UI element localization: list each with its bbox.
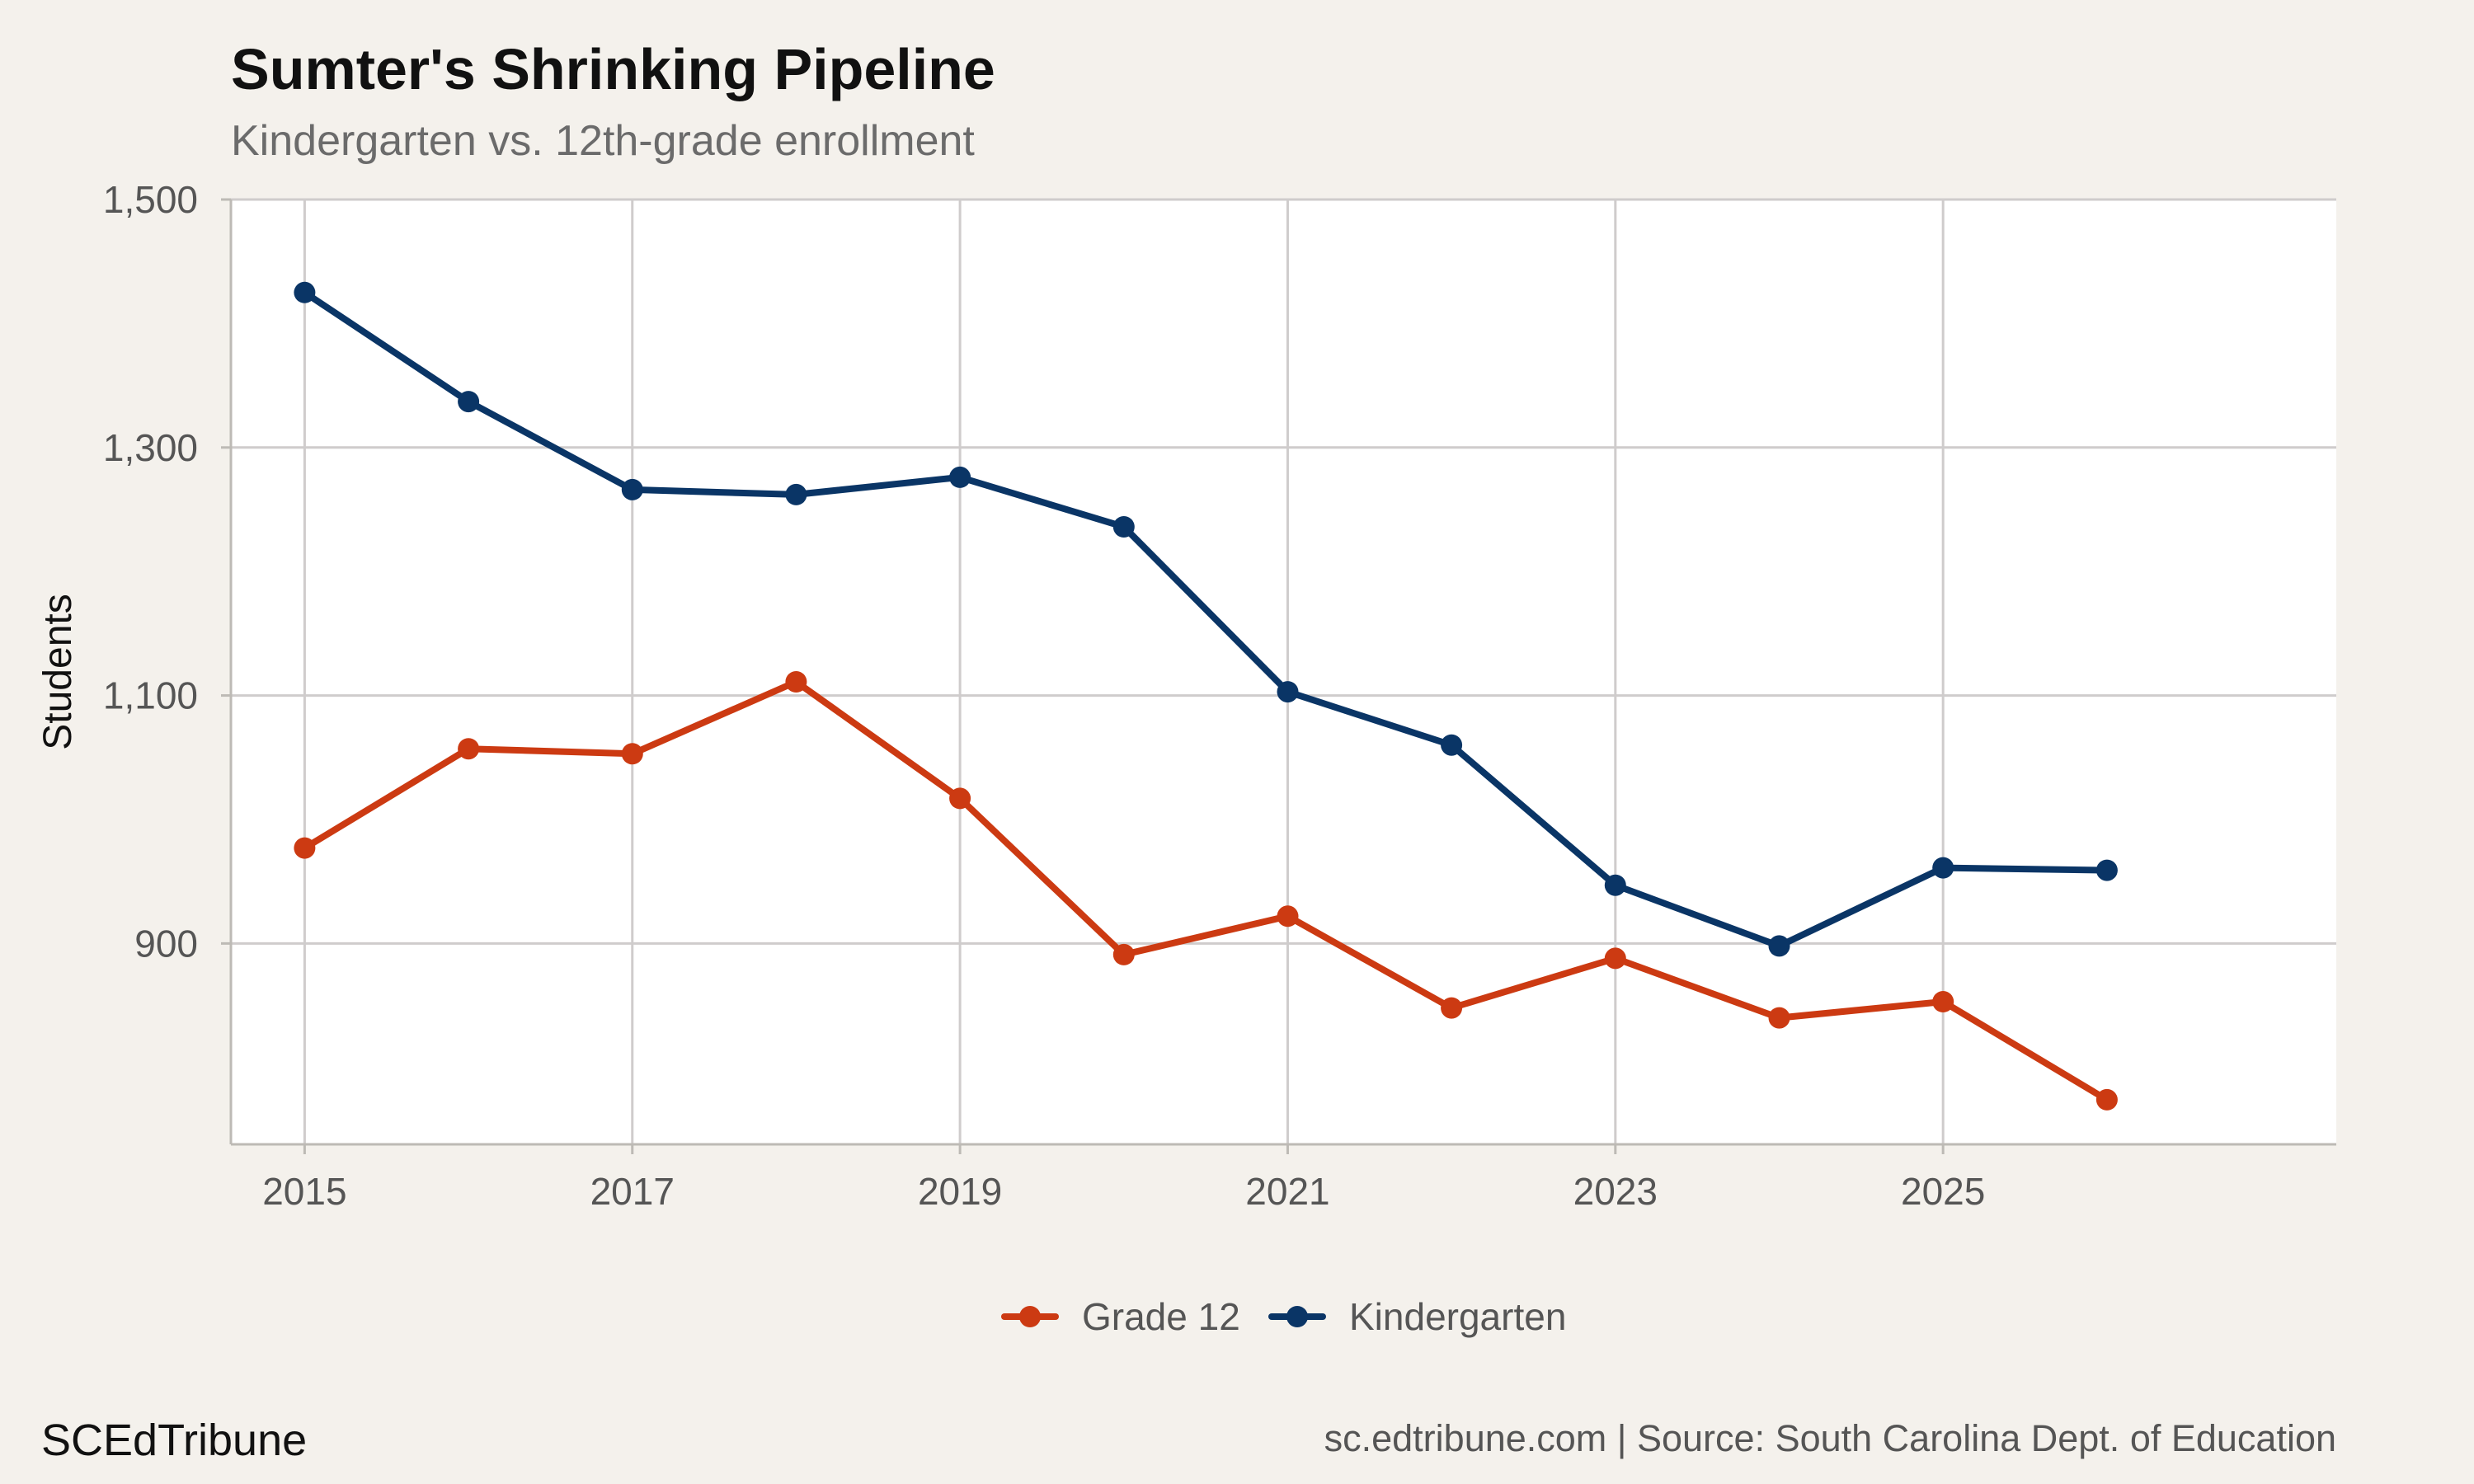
- x-tick-label: 2023: [1573, 1170, 1658, 1213]
- data-point-grade-12: [294, 837, 316, 859]
- x-tick-label: 2021: [1245, 1170, 1329, 1213]
- data-point-kindergarten: [1932, 857, 1954, 879]
- y-tick-label: 900: [134, 922, 198, 965]
- data-point-kindergarten: [949, 466, 971, 488]
- legend-item-kindergarten: Kindergarten: [1268, 1295, 1566, 1338]
- y-tick-label: 1,100: [103, 674, 198, 717]
- series-line-kindergarten: [301, 289, 2110, 950]
- legend: Grade 12 Kindergarten: [1001, 1295, 1566, 1338]
- x-tick-label: 2015: [262, 1170, 346, 1213]
- data-point-kindergarten: [1768, 935, 1790, 957]
- data-point-kindergarten: [1604, 874, 1626, 896]
- chart-subtitle: Kindergarten vs. 12th-grade enrollment: [231, 117, 975, 165]
- legend-key-point: [1019, 1306, 1041, 1327]
- data-point-grade-12: [1441, 997, 1463, 1019]
- data-point-kindergarten: [621, 478, 643, 500]
- series-kindergarten: [294, 281, 2118, 957]
- series-lines: [294, 281, 2118, 1111]
- data-point-grade-12: [1932, 991, 1954, 1012]
- x-tick-label: 2025: [1901, 1170, 1985, 1213]
- data-point-grade-12: [785, 671, 807, 693]
- data-point-kindergarten: [1441, 734, 1463, 756]
- y-tick-label: 1,300: [103, 426, 198, 469]
- data-point-grade-12: [1112, 943, 1135, 965]
- x-tick-label: 2017: [590, 1170, 675, 1213]
- tick-labels: 2015 2017 2019 2021 2023 2025 900 1,100 1,300 1,5…: [103, 178, 1985, 1213]
- legend-label: Grade 12: [1082, 1295, 1240, 1338]
- data-point-kindergarten: [2095, 859, 2118, 881]
- data-point-grade-12: [458, 738, 480, 760]
- data-point-kindergarten: [458, 391, 480, 413]
- brand-name: SCEdTribune: [41, 1416, 307, 1465]
- plot-panel: [231, 200, 2336, 1144]
- data-point-kindergarten: [294, 281, 316, 303]
- data-point-kindergarten: [1277, 681, 1299, 703]
- data-point-kindergarten: [1112, 516, 1135, 538]
- grid-lines: [231, 198, 2336, 1144]
- data-point-grade-12: [1768, 1007, 1790, 1029]
- data-point-grade-12: [621, 743, 643, 765]
- chart-title: Sumter's Shrinking Pipeline: [231, 37, 995, 101]
- source-credit: sc.edtribune.com | Source: South Carolin…: [1324, 1417, 2336, 1459]
- data-point-grade-12: [1604, 947, 1626, 970]
- data-point-grade-12: [949, 787, 971, 810]
- legend-label: Kindergarten: [1349, 1295, 1566, 1338]
- x-tick-label: 2019: [918, 1170, 1002, 1213]
- data-point-grade-12: [2095, 1088, 2118, 1111]
- y-axis-title: Students: [36, 594, 80, 749]
- series-grade-12: [294, 671, 2118, 1111]
- y-tick-label: 1,500: [103, 178, 198, 221]
- data-point-kindergarten: [785, 483, 807, 505]
- axes: [221, 198, 2336, 1154]
- series-line-grade-12: [301, 679, 2110, 1103]
- legend-key-point: [1286, 1306, 1308, 1327]
- legend-item-grade-12: Grade 12: [1001, 1295, 1240, 1338]
- data-point-grade-12: [1277, 905, 1299, 928]
